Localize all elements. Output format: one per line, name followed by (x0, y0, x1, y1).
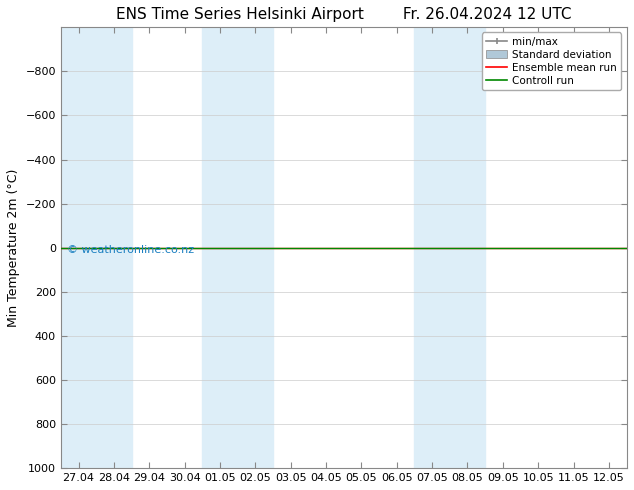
Title: ENS Time Series Helsinki Airport        Fr. 26.04.2024 12 UTC: ENS Time Series Helsinki Airport Fr. 26.… (116, 7, 571, 22)
Legend: min/max, Standard deviation, Ensemble mean run, Controll run: min/max, Standard deviation, Ensemble me… (482, 32, 621, 90)
Bar (202, 27, 238, 468)
Bar (61, 27, 96, 468)
Bar (238, 27, 273, 468)
Bar (450, 27, 485, 468)
Bar (415, 27, 450, 468)
Text: © weatheronline.co.nz: © weatheronline.co.nz (67, 245, 193, 255)
Bar (96, 27, 132, 468)
Y-axis label: Min Temperature 2m (°C): Min Temperature 2m (°C) (7, 169, 20, 327)
